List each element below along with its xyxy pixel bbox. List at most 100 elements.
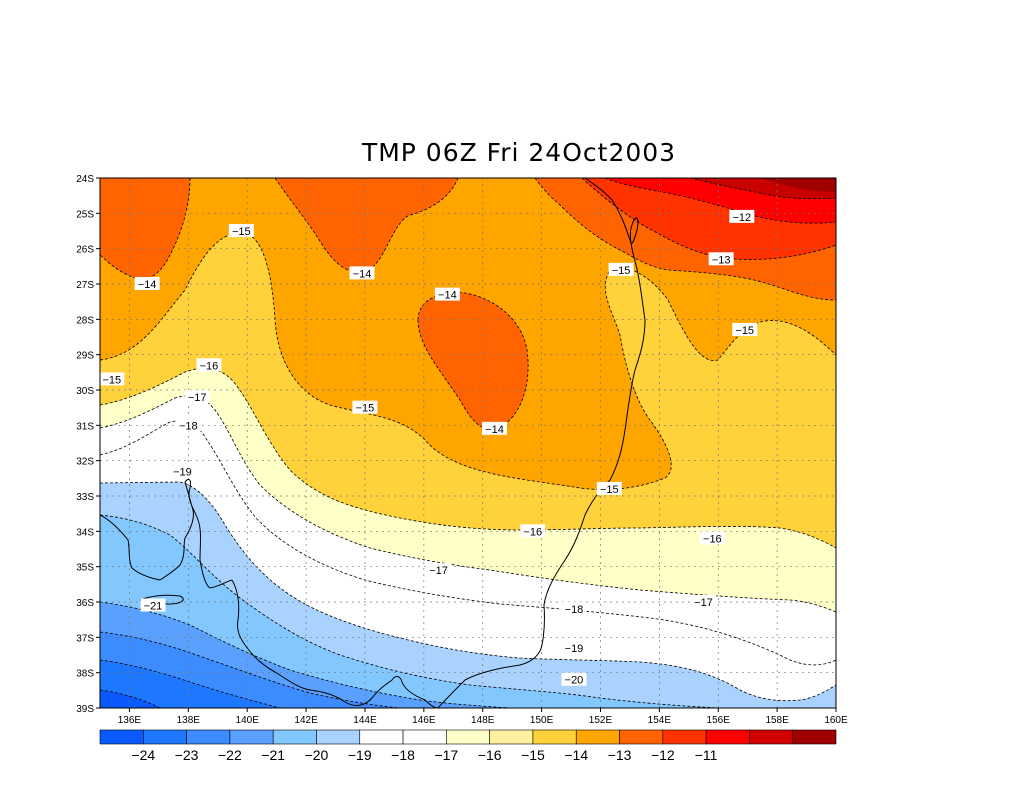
contour-label-bg bbox=[608, 262, 634, 276]
contour-label-bg bbox=[184, 390, 210, 404]
lat-tick-label: 27S bbox=[76, 280, 94, 291]
contour-label-bg bbox=[169, 464, 195, 478]
lon-tick-label: 160E bbox=[824, 715, 848, 726]
latitude-axis: 24S 25S 26S 27S 28S 29S 30S 31S 32S 33S 34S 35S 36S 3… bbox=[76, 174, 100, 715]
colorbar-label: −23 bbox=[175, 747, 199, 763]
lon-tick-label: 148E bbox=[471, 715, 495, 726]
contour-label: −16 bbox=[523, 526, 542, 538]
contour-label-bg bbox=[434, 287, 460, 301]
contour-label: −15 bbox=[102, 374, 121, 386]
colorbar-label: −24 bbox=[131, 747, 155, 763]
colorbar-swatch bbox=[446, 729, 490, 745]
contour-label-bg bbox=[134, 277, 160, 290]
gridlines bbox=[100, 178, 836, 708]
contour-label-bg bbox=[561, 602, 587, 616]
band-m24 bbox=[100, 690, 160, 708]
colorbar-label: −18 bbox=[391, 747, 415, 763]
colorbar-label: −16 bbox=[478, 747, 502, 763]
contour-label: −19 bbox=[565, 643, 584, 655]
colorbar-label: −13 bbox=[608, 747, 632, 763]
colorbar-swatch bbox=[619, 729, 664, 745]
band-m23 bbox=[100, 660, 280, 708]
lat-tick-label: 31S bbox=[76, 421, 94, 432]
band-m13-nw bbox=[100, 178, 190, 280]
contour-label-bg bbox=[196, 358, 222, 372]
lat-tick-label: 30S bbox=[76, 386, 94, 397]
contour-label: −17 bbox=[429, 565, 448, 577]
lon-tick-label: 156E bbox=[707, 715, 731, 726]
contour-label-bg bbox=[481, 421, 507, 435]
lon-tick-label: 150E bbox=[530, 715, 554, 726]
contour-label-bg bbox=[520, 524, 546, 538]
lon-tick-label: 136E bbox=[118, 715, 142, 726]
contour-label-bg bbox=[140, 598, 166, 612]
lat-tick-label: 39S bbox=[76, 704, 94, 715]
contour-label-bg bbox=[691, 595, 717, 608]
plot-frame bbox=[99, 177, 837, 709]
contour-label: −14 bbox=[353, 268, 372, 280]
colorbar-label: −11 bbox=[695, 747, 718, 763]
colorbar-swatch bbox=[272, 729, 317, 745]
lon-tick-label: 154E bbox=[648, 715, 672, 726]
contour-label: −17 bbox=[188, 392, 207, 404]
colorbar-label: −21 bbox=[261, 747, 285, 763]
contour-label-bg bbox=[352, 400, 378, 414]
lat-tick-label: 29S bbox=[76, 351, 94, 362]
lat-tick-label: 28S bbox=[76, 315, 94, 326]
lon-tick-label: 138E bbox=[177, 715, 201, 726]
colorbar-label: −14 bbox=[564, 747, 588, 763]
contour-label: −18 bbox=[565, 604, 584, 616]
colorbar-swatch bbox=[186, 729, 231, 745]
contour-lines bbox=[100, 178, 836, 708]
lon-tick-label: 152E bbox=[589, 715, 613, 726]
contour-label-bg bbox=[561, 640, 587, 654]
contour-label-bg bbox=[349, 266, 375, 280]
lat-tick-label: 37S bbox=[76, 633, 94, 644]
contour-label: −14 bbox=[485, 424, 504, 436]
coastline bbox=[100, 178, 646, 708]
colorbar-swatch bbox=[316, 729, 361, 745]
lon-tick-label: 144E bbox=[353, 715, 377, 726]
lat-tick-label: 26S bbox=[76, 245, 94, 256]
contour-label: −20 bbox=[565, 675, 584, 687]
colorbar-swatch bbox=[662, 729, 707, 745]
contour-label: −18 bbox=[179, 420, 198, 432]
lat-tick-label: 24S bbox=[76, 174, 94, 185]
contour-label-bg bbox=[729, 209, 755, 223]
contour-label: −12 bbox=[732, 212, 751, 224]
contour-label: −15 bbox=[356, 403, 375, 415]
colorbar-swatch bbox=[575, 729, 620, 745]
lat-tick-label: 32S bbox=[76, 457, 94, 468]
colorbar-swatch bbox=[792, 729, 837, 745]
contour-label: −14 bbox=[138, 279, 157, 291]
contour-label-bg bbox=[426, 563, 452, 577]
colorbar: −24 −23 −22 −21 −20 −19 −18 −17 −16 −15 −14 −13 −12 −… bbox=[99, 729, 837, 763]
colorbar-swatch bbox=[142, 729, 187, 745]
contour-label-bg bbox=[228, 224, 254, 237]
contour-label-bg bbox=[596, 481, 622, 495]
contour-label: −16 bbox=[200, 360, 219, 372]
contour-label: −15 bbox=[232, 226, 251, 238]
contour-labels: −12 −13 −14 −15 −14 −14 −15 −15 −15 −16 −17 −15 −14 −… bbox=[99, 209, 758, 687]
colorbar-label: −20 bbox=[305, 747, 329, 763]
contour-label: −21 bbox=[144, 601, 163, 613]
colorbar-swatch bbox=[705, 729, 750, 745]
map-title: TMP 06Z Fri 24Oct2003 bbox=[361, 138, 677, 167]
colorbar-swatch bbox=[402, 729, 447, 745]
contour-label-bg bbox=[732, 322, 758, 336]
colorbar-label: −15 bbox=[521, 747, 545, 763]
longitude-axis: 136E 138E 140E 142E 144E 146E 148E 150E 152E 154E… bbox=[118, 708, 848, 726]
lon-tick-label: 158E bbox=[765, 715, 789, 726]
colorbar-swatch bbox=[359, 729, 404, 745]
contour-label-bg bbox=[175, 418, 201, 432]
lon-tick-label: 146E bbox=[412, 715, 436, 726]
colorbar-swatch bbox=[99, 729, 144, 745]
contour-label: −15 bbox=[612, 265, 631, 277]
contour-label-bg bbox=[99, 372, 125, 386]
lon-tick-label: 140E bbox=[236, 715, 260, 726]
lat-tick-label: 35S bbox=[76, 563, 94, 574]
lat-tick-label: 34S bbox=[76, 527, 94, 538]
band-m9 bbox=[760, 178, 836, 192]
band-m13-blob bbox=[418, 292, 529, 429]
colorbar-label: −22 bbox=[218, 747, 242, 763]
